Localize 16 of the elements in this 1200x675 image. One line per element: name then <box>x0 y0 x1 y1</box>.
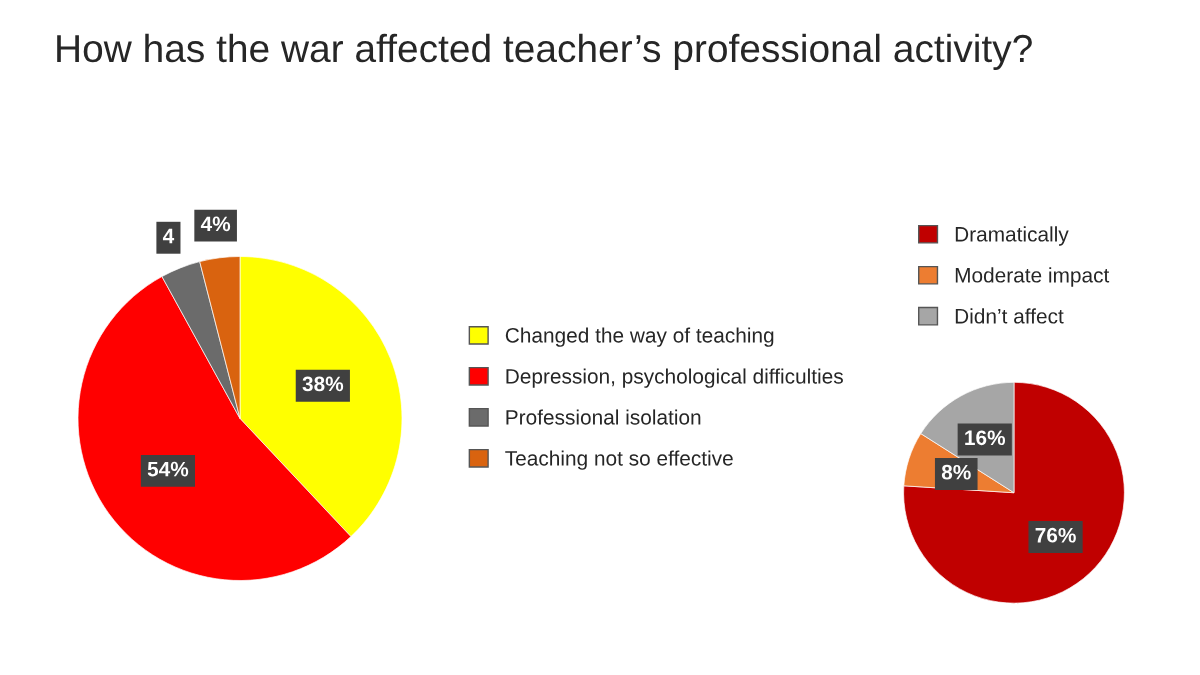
data-label: 38% <box>302 376 344 392</box>
legend-label: Depression, psychological difficulties <box>506 368 843 388</box>
data-label: 4 <box>162 228 175 244</box>
pie-slice <box>903 382 1125 604</box>
data-label: 4% <box>200 216 231 232</box>
legend-label: Moderate impact <box>955 267 1110 287</box>
data-label: 16% <box>965 430 1006 446</box>
data-label: 8% <box>941 464 971 480</box>
data-label: 76% <box>1035 527 1076 543</box>
chart-title: How has the war affected teacher’s professional activity? <box>57 33 1032 70</box>
legend-label: Changed the way of teaching <box>505 327 774 347</box>
legend-label: Teaching not so effective <box>505 450 733 470</box>
legend-label: Didn’t affect <box>955 308 1064 324</box>
data-label: 54% <box>147 461 189 477</box>
legend-label: Professional isolation <box>506 409 701 425</box>
legend-label: Dramatically <box>955 226 1069 246</box>
